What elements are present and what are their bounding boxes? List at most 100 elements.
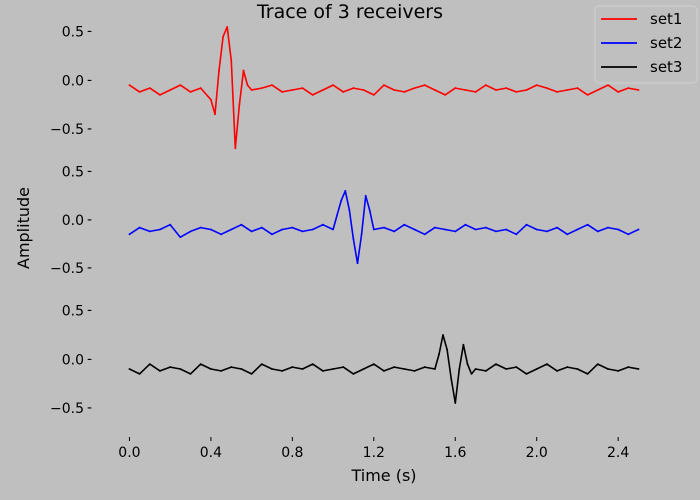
data-point-set2 [368,209,371,212]
series-line-set3 [129,334,639,404]
data-point-set1 [332,84,334,87]
data-point-set1 [291,89,294,91]
data-point-set1 [393,89,396,91]
data-point-set3 [199,363,202,366]
data-point-set2 [128,233,131,236]
data-point-set3 [442,334,444,336]
data-point-set2 [556,226,558,229]
data-point-set1 [556,91,558,93]
data-point-set3 [484,370,487,372]
data-point-set3 [138,372,141,375]
data-point-set1 [535,84,538,87]
data-point-set2 [332,228,334,231]
chart-title: Trace of 3 receivers [256,1,443,23]
data-point-set1 [159,93,161,96]
data-point-set3 [352,372,355,375]
data-point-set2 [474,228,477,231]
data-point-set3 [250,372,253,375]
y-axis-label: Amplitude [14,187,33,269]
traces-group [128,25,640,404]
data-point-set3 [454,402,457,404]
data-point-set2 [220,233,222,236]
x-tick-label: 0.0 [118,445,140,461]
x-tick-label: 0.8 [281,445,303,461]
data-point-set1 [242,69,245,72]
legend: set1 set2 set3 [594,5,698,84]
data-point-set3 [240,368,243,370]
y-tick-label: −0.5 [50,122,84,138]
data-point-set3 [383,370,385,372]
data-point-set3 [301,368,304,370]
data-point-set2 [352,238,355,241]
data-point-set3 [321,370,324,372]
data-point-set3 [220,370,222,372]
y-tick-label: 0.5 [62,25,84,41]
data-point-set2 [340,199,343,202]
data-point-set1 [234,147,237,150]
data-point-set1 [352,87,355,89]
data-point-set2 [372,228,375,231]
data-point-set3 [148,363,151,366]
x-axis-label: Time (s) [350,466,416,485]
data-point-set2 [505,228,508,231]
series-line-set1 [128,26,639,150]
data-point-set3 [596,363,599,366]
data-point-set3 [495,363,497,366]
data-point-set1 [321,89,324,91]
data-point-set2 [169,223,172,226]
data-point-set2 [179,236,182,239]
data-point-set1 [246,84,249,87]
data-point-set1 [179,84,182,87]
y-tick-mark: - [87,303,92,319]
data-point-set3 [535,368,538,370]
data-point-set2 [576,228,579,231]
data-point-set1 [226,25,229,28]
data-point-set3 [271,368,273,370]
data-point-set1 [433,89,436,91]
data-point-set1 [464,89,467,91]
data-point-set1 [444,93,446,96]
data-point-set1 [596,89,599,91]
data-point-set2 [617,228,620,231]
data-point-set3 [281,370,284,372]
data-point-set1 [525,89,528,91]
data-point-set3 [474,368,477,370]
data-point-set3 [450,377,453,380]
data-point-set2 [230,228,233,231]
data-point-set2 [433,226,436,229]
data-point-set3 [230,366,233,368]
data-point-set2 [464,223,467,226]
data-point-set3 [505,368,508,370]
data-point-set3 [413,370,416,372]
x-tick-label: 2.4 [607,445,629,461]
data-point-set3 [311,363,314,366]
data-point-set1 [627,87,630,89]
data-point-set1 [637,89,640,91]
legend-box [594,5,698,84]
x-tick-label: 2.0 [526,445,548,461]
data-point-set3 [342,366,345,368]
data-point-set3 [470,372,473,375]
data-point-set1 [128,84,131,87]
data-point-set2 [403,223,406,226]
y-tick-label: −0.5 [50,401,84,417]
data-point-set3 [515,366,518,368]
data-point-set1 [515,91,518,93]
data-point-set2 [189,230,192,233]
data-point-set1 [218,69,220,72]
data-point-set2 [413,228,416,231]
data-point-set1 [148,87,151,89]
data-point-set3 [607,368,609,370]
y-tick-mark: - [87,351,92,367]
data-point-set3 [446,348,449,351]
data-point-set2 [348,209,351,212]
data-point-set1 [566,89,569,91]
y-tick-label: 0.0 [62,352,84,368]
data-point-set3 [525,372,528,375]
y-tick-label: 0.5 [62,165,84,181]
y-tick-label: −0.5 [50,261,84,277]
data-point-set3 [362,368,365,370]
data-point-set1 [454,87,457,89]
data-point-set1 [586,93,589,96]
data-point-set3 [617,370,620,372]
